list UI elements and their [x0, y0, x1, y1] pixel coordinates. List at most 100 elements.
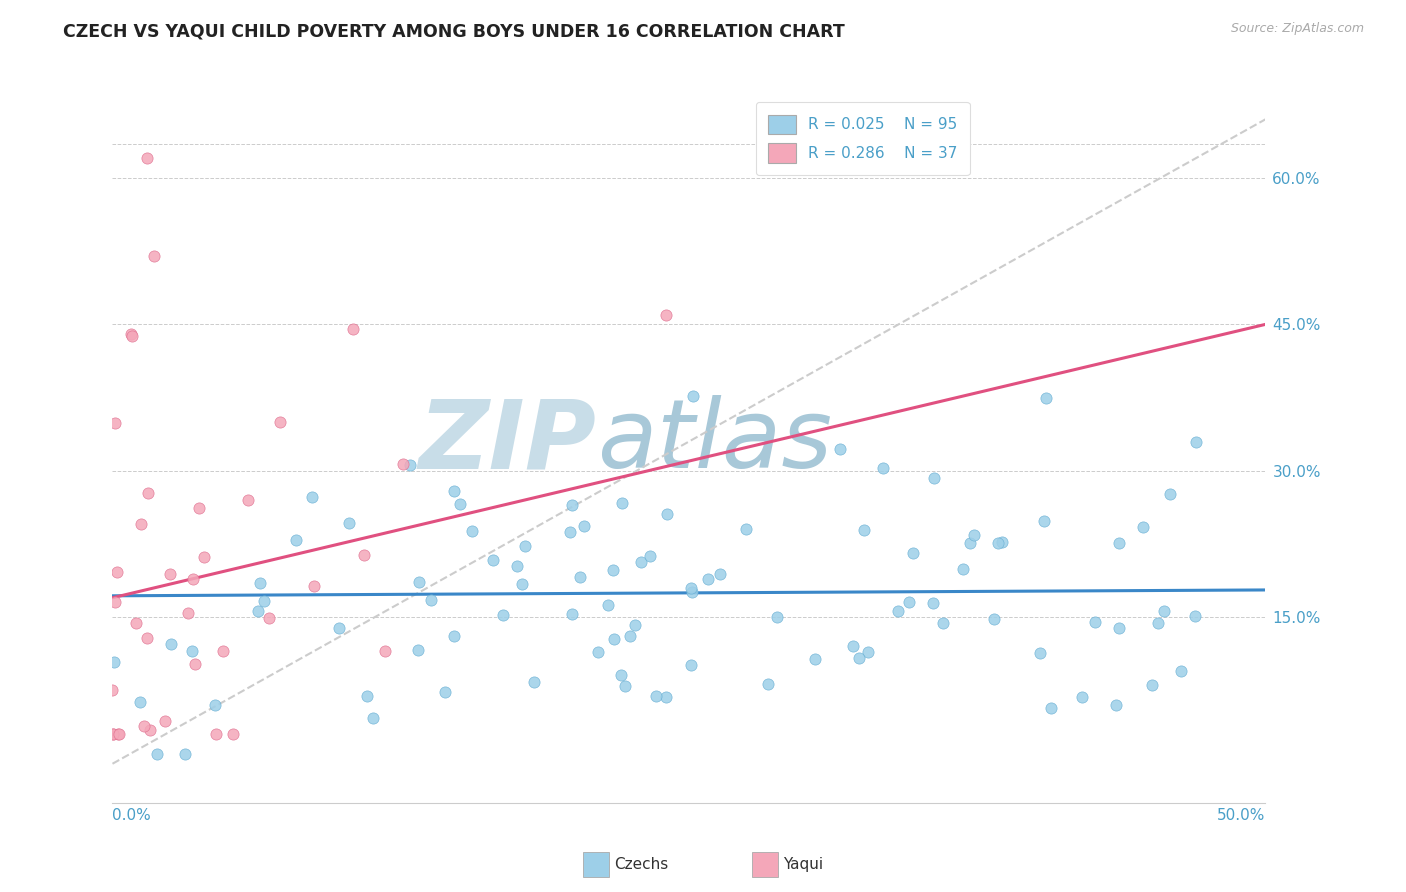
Point — [1153, 604, 1175, 618]
Point — [630, 555, 652, 569]
Point — [103, 727, 125, 741]
Point — [598, 598, 620, 612]
Point — [682, 389, 704, 403]
Point — [1184, 609, 1206, 624]
Point — [204, 698, 226, 712]
Point — [101, 683, 124, 698]
Point — [408, 575, 430, 590]
Point — [561, 607, 583, 621]
Point — [136, 152, 159, 166]
Point — [353, 549, 375, 563]
Point — [391, 457, 413, 471]
Point — [406, 643, 429, 657]
Point — [160, 636, 183, 650]
Point — [697, 573, 720, 587]
Point — [1105, 698, 1128, 713]
Point — [897, 595, 920, 609]
Point — [184, 657, 207, 672]
Point — [932, 616, 955, 631]
Point — [983, 612, 1005, 626]
Legend: R = 0.025    N = 95, R = 0.286    N = 37: R = 0.025 N = 95, R = 0.286 N = 37 — [756, 103, 970, 175]
Point — [204, 727, 226, 741]
Point — [125, 615, 148, 630]
Point — [644, 690, 666, 704]
Point — [1108, 536, 1130, 550]
Point — [612, 496, 634, 510]
Point — [104, 416, 127, 430]
Point — [398, 458, 420, 472]
Point — [523, 674, 546, 689]
Point — [1035, 391, 1057, 405]
Point — [987, 535, 1010, 549]
Point — [249, 576, 271, 591]
Point — [1185, 434, 1208, 449]
Point — [236, 493, 259, 508]
Point — [655, 508, 678, 522]
Point — [269, 415, 291, 429]
Text: 50.0%: 50.0% — [1218, 807, 1265, 822]
Point — [619, 629, 641, 643]
Point — [104, 595, 127, 609]
Text: Czechs: Czechs — [614, 857, 669, 871]
Point — [443, 629, 465, 643]
Point — [302, 579, 325, 593]
Point — [187, 500, 209, 515]
Point — [259, 611, 281, 625]
Text: 0.0%: 0.0% — [112, 807, 152, 822]
Point — [512, 576, 534, 591]
Point — [222, 727, 245, 741]
Point — [602, 563, 624, 577]
Point — [638, 549, 661, 563]
Text: Yaqui: Yaqui — [783, 857, 824, 871]
Point — [181, 572, 204, 586]
Point — [449, 497, 471, 511]
Point — [963, 528, 986, 542]
Point — [136, 485, 159, 500]
Point — [420, 593, 443, 607]
Point — [613, 679, 636, 693]
Point — [1140, 677, 1163, 691]
Point — [655, 690, 678, 705]
Point — [756, 677, 779, 691]
Point — [108, 727, 131, 741]
Point — [139, 723, 162, 737]
Point — [1083, 615, 1105, 630]
Point — [337, 516, 360, 531]
Point — [903, 546, 925, 560]
Point — [129, 695, 152, 709]
Point — [1032, 515, 1054, 529]
Point — [246, 604, 269, 618]
Point — [513, 539, 536, 553]
Point — [361, 710, 384, 724]
Text: Source: ZipAtlas.com: Source: ZipAtlas.com — [1230, 22, 1364, 36]
Point — [848, 651, 870, 665]
Point — [356, 689, 378, 703]
Point — [174, 747, 197, 761]
Point — [842, 639, 865, 653]
Point — [886, 604, 908, 618]
Point — [374, 644, 396, 658]
Point — [624, 617, 647, 632]
Point — [853, 523, 876, 537]
Point — [284, 533, 307, 548]
Point — [481, 553, 503, 567]
Point — [655, 308, 678, 322]
Point — [803, 651, 825, 665]
Point — [107, 727, 129, 741]
Point — [443, 483, 465, 498]
Point — [709, 566, 731, 581]
Point — [1029, 647, 1052, 661]
Point — [212, 643, 235, 657]
Text: atlas: atlas — [596, 395, 832, 488]
Point — [253, 594, 276, 608]
Point — [181, 644, 204, 658]
Point — [586, 645, 609, 659]
Point — [574, 519, 596, 533]
Point — [922, 471, 945, 485]
Point — [959, 536, 981, 550]
Point — [136, 631, 159, 645]
Point — [858, 645, 880, 659]
Point — [146, 747, 169, 761]
Point — [433, 685, 456, 699]
Point — [103, 727, 125, 741]
